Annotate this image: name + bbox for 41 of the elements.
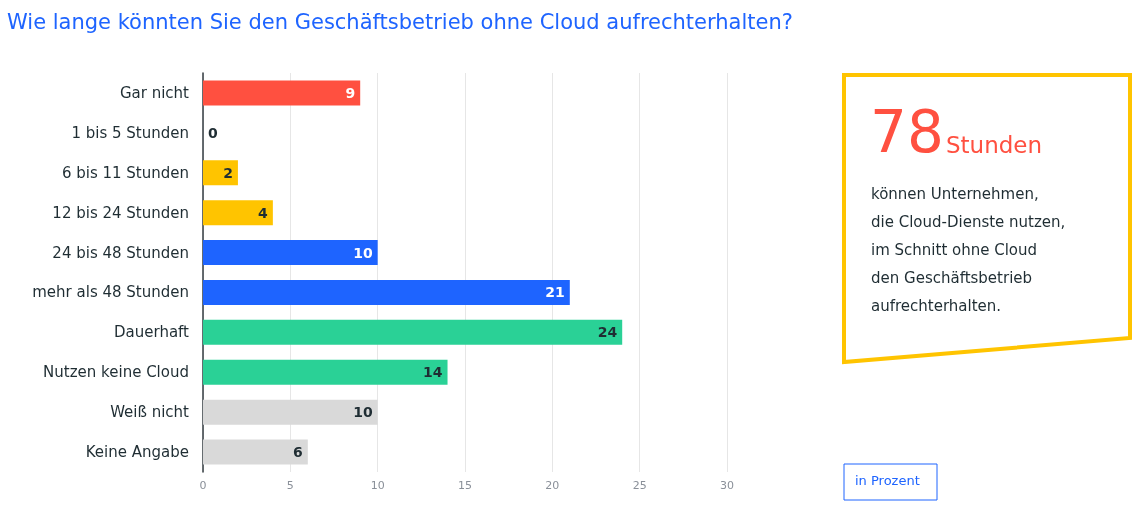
x-tick-label: 20 bbox=[545, 479, 560, 492]
text: in Prozent bbox=[855, 473, 920, 488]
x-tick-label: 25 bbox=[632, 479, 647, 492]
bar bbox=[203, 160, 238, 186]
y-tick-label: 24 bis 48 Stunden bbox=[52, 243, 189, 262]
y-tick-label: Weiß nicht bbox=[110, 403, 190, 422]
data-label: 0 bbox=[208, 124, 218, 141]
data-label: 10 bbox=[353, 244, 373, 261]
text: Stunden bbox=[946, 131, 1043, 158]
text: können Unternehmen, die Cloud-Dienste nutzen, im Schnitt ohne Cloud den Geschäftsbetrieb aufrechterhalten. bbox=[871, 185, 1066, 315]
data-label: 10 bbox=[353, 404, 373, 421]
y-tick-label: 1 bis 5 Stunden bbox=[71, 123, 189, 142]
data-label: 24 bbox=[597, 324, 618, 341]
y-tick-label: 12 bis 24 Stunden bbox=[52, 203, 189, 222]
x-tick-label: 15 bbox=[458, 479, 472, 492]
bar bbox=[203, 279, 570, 305]
data-label: 21 bbox=[545, 284, 565, 301]
bar bbox=[203, 200, 273, 226]
x-tick-label: 0 bbox=[199, 479, 207, 492]
bar bbox=[203, 359, 448, 385]
y-tick-label: Gar nicht bbox=[119, 83, 190, 102]
data-label: 2 bbox=[223, 164, 233, 181]
chart-title: Wie lange könnten Sie den Geschäftsbetrieb ohne Cloud aufrechterhalten? bbox=[7, 9, 793, 34]
data-label: 4 bbox=[258, 204, 269, 221]
y-tick-label: Keine Angabe bbox=[85, 443, 189, 462]
y-tick-label: 6 bis 11 Stunden bbox=[61, 163, 189, 182]
bar bbox=[203, 80, 361, 106]
x-tick-label: 30 bbox=[720, 479, 734, 492]
y-tick-label: mehr als 48 Stunden bbox=[32, 283, 189, 302]
y-tick-label: Dauerhaft bbox=[114, 323, 190, 342]
bar bbox=[203, 240, 378, 266]
data-label: 14 bbox=[423, 364, 443, 381]
data-label: 6 bbox=[293, 444, 303, 461]
text: 78 bbox=[870, 98, 944, 166]
bar bbox=[203, 439, 308, 465]
data-label: 9 bbox=[345, 84, 356, 101]
y-tick-label: Nutzen keine Cloud bbox=[43, 363, 189, 382]
bar bbox=[203, 399, 378, 425]
bar bbox=[203, 319, 623, 345]
x-tick-label: 10 bbox=[370, 479, 385, 492]
x-tick-label: 5 bbox=[286, 479, 294, 492]
